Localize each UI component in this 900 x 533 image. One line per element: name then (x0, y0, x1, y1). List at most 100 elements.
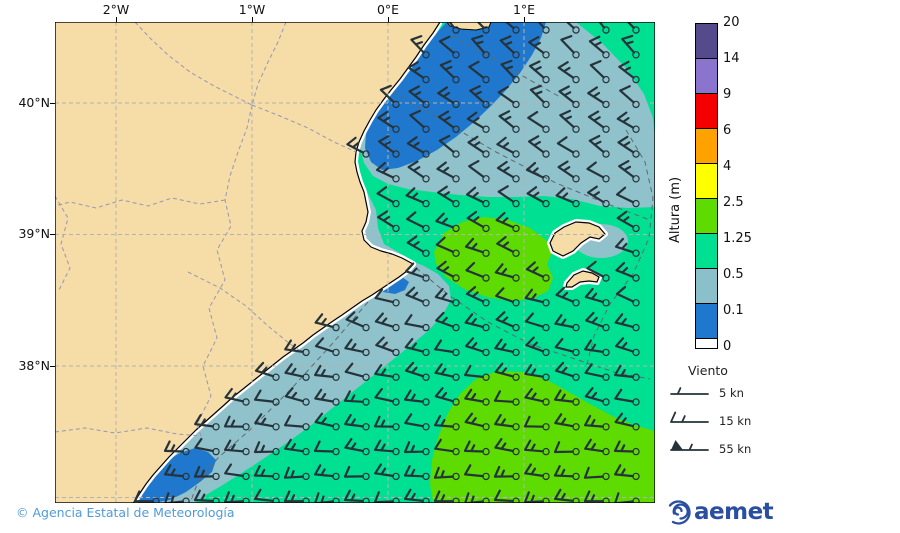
barb-station-circle (572, 472, 580, 481)
barb-staff (314, 412, 335, 428)
wind-barb (495, 287, 520, 307)
barb-station-circle (362, 398, 370, 406)
wind-barb (555, 286, 580, 307)
province-boundary-line (251, 22, 287, 106)
barb-station-circle (572, 125, 580, 133)
wind-barb (194, 414, 220, 431)
barb-staff (438, 35, 455, 54)
barb-station-circle (452, 249, 460, 257)
barb-station-circle (482, 175, 490, 183)
barb-station-circle (602, 323, 610, 332)
aemet-logo: aemet (664, 497, 774, 527)
lon-tick-mark (116, 17, 117, 22)
barb-staff (378, 135, 395, 154)
barb-staff (584, 414, 604, 428)
barb-station-circle (362, 150, 370, 158)
barb-station-circle (542, 348, 550, 357)
barb-staff (374, 439, 394, 453)
barb-station-circle (602, 497, 610, 503)
barb-station-circle (272, 373, 280, 381)
barb-station-circle (512, 447, 520, 456)
wind-barb (466, 111, 490, 133)
barb-staff (403, 441, 424, 454)
wind-barb (314, 337, 340, 357)
province-boundary-line (55, 197, 226, 209)
wind-barb (406, 211, 430, 233)
barb-station-circle (362, 497, 370, 503)
barb-station-circle (212, 423, 220, 431)
barb-staff (497, 85, 515, 104)
barb-staff (523, 415, 544, 428)
barb-staff (404, 337, 425, 353)
barb-staff (344, 414, 364, 428)
colorbar-tick-label: 0.5 (723, 267, 744, 282)
wind-barb (436, 161, 460, 183)
barb-staff (587, 185, 605, 204)
wind-legend-title: Viento (688, 363, 728, 378)
barb-staff (433, 490, 454, 503)
barb-staff (405, 262, 425, 279)
colorbar-tick-label: 4 (723, 159, 732, 174)
barb-staff (374, 463, 394, 477)
barb-station-circle (272, 472, 280, 481)
wind-barb (554, 488, 580, 503)
wind-barb (493, 390, 520, 406)
colorbar-tick-label: 2.5 (723, 195, 744, 210)
wind-barb (524, 288, 550, 307)
colorbar-segment (696, 94, 717, 129)
aemet-spiral-icon (668, 500, 691, 525)
barb-staff (194, 414, 214, 428)
barb-staff (466, 186, 485, 204)
wind-barb (587, 86, 610, 109)
province-boundary-line (196, 104, 253, 437)
barb-staff (614, 464, 634, 478)
wind-barb (224, 387, 250, 406)
barb-station-circle (272, 497, 280, 503)
barb-station-circle (362, 447, 370, 456)
barb-station-circle (602, 150, 610, 158)
barb-staff (525, 161, 545, 179)
barb-station-circle (422, 348, 430, 357)
barb-staff (553, 465, 574, 478)
barb-staff (283, 490, 304, 503)
wind-barb (435, 212, 460, 233)
barb-staff (434, 438, 454, 453)
barb-station-circle (572, 423, 580, 431)
wind-barb (434, 414, 460, 431)
barb-staff (410, 35, 425, 54)
wind-barb (163, 440, 190, 456)
barb-staff (163, 440, 184, 453)
colorbar-tick-label: 9 (723, 87, 732, 102)
barb-staff (615, 286, 635, 303)
wind-barb (618, 160, 640, 183)
barb-staff (496, 136, 515, 154)
barb-station-circle (422, 398, 430, 406)
wind-barb (345, 311, 370, 332)
barb-station-circle (242, 423, 250, 431)
barb-station-circle (392, 299, 400, 307)
wind-barb (404, 361, 430, 381)
barb-station-circle (632, 75, 640, 84)
barb-station-circle (632, 26, 640, 34)
colorbar-segment (696, 164, 717, 199)
lat-tick-label: 40°N (18, 95, 50, 110)
barb-station-circle (362, 323, 370, 332)
wind-barb (619, 85, 640, 109)
wind-barb (377, 210, 400, 233)
barb-staff (524, 439, 544, 453)
barb-staff (464, 464, 484, 478)
barb-staff (464, 388, 484, 403)
barb-staff (670, 443, 709, 451)
barb-station-circle (482, 249, 490, 257)
wind-barb (284, 363, 310, 381)
barb-station-circle (302, 373, 310, 381)
barb-staff (616, 210, 635, 228)
barb-station-circle (212, 472, 220, 481)
barb-staff (496, 160, 515, 179)
land-area (55, 22, 440, 503)
barb-station-circle (482, 398, 490, 406)
barb-staff (374, 288, 395, 304)
barb-staff (408, 85, 425, 104)
barb-staff (618, 60, 635, 79)
colorbar-tick-label: 0 (723, 339, 732, 354)
